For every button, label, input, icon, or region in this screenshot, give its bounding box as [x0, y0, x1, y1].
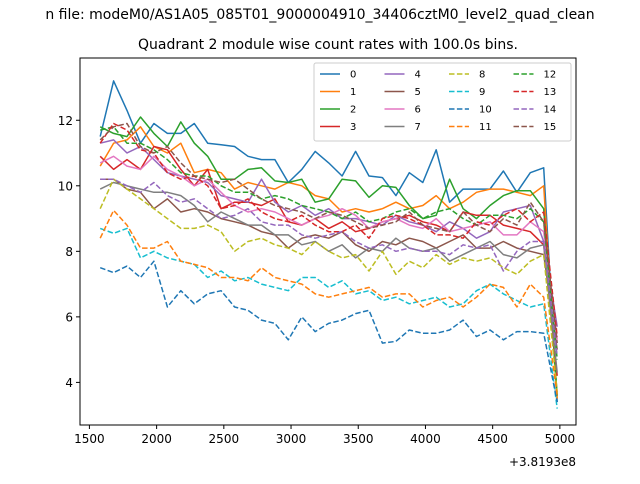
y-tick-label: 12 — [58, 114, 73, 128]
legend-box — [313, 62, 572, 142]
legend-label-13: 13 — [544, 87, 557, 98]
series-7-line — [99, 181, 558, 373]
legend-label-2: 2 — [350, 105, 356, 116]
series-15-line — [99, 122, 558, 344]
y-tick-label: 6 — [65, 310, 73, 324]
legend-label-1: 1 — [350, 87, 356, 98]
legend-label-15: 15 — [544, 122, 557, 133]
series-0-line — [99, 80, 558, 403]
legend-label-12: 12 — [544, 70, 557, 81]
y-tick-label: 8 — [65, 245, 73, 259]
series-11-line — [99, 209, 558, 396]
legend-label-11: 11 — [479, 122, 492, 133]
series-4-line — [100, 139, 558, 327]
x-tick-label: 3500 — [343, 432, 374, 446]
series-10-line — [99, 260, 558, 403]
legend-label-7: 7 — [415, 122, 421, 133]
series-13-line — [99, 122, 558, 337]
x-tick-label: 1500 — [74, 432, 105, 446]
series-9-line — [99, 227, 558, 409]
y-tick-label: 10 — [58, 179, 73, 193]
legend-label-10: 10 — [479, 105, 492, 116]
legend-label-8: 8 — [479, 70, 485, 81]
series-3-line — [99, 145, 558, 376]
legend-label-6: 6 — [415, 105, 421, 116]
series-6-line — [99, 155, 558, 340]
x-axis-offset-text: +3.8193e8 — [509, 455, 576, 469]
legend-label-9: 9 — [479, 87, 485, 98]
figure-suptitle: n file: modeM0/AS1A05_085T01_9000004910_… — [45, 7, 594, 23]
x-tick-label: 4500 — [477, 432, 508, 446]
legend-label-14: 14 — [544, 105, 557, 116]
legend-label-4: 4 — [415, 70, 421, 81]
series-2-line — [99, 116, 558, 396]
legend-label-3: 3 — [350, 122, 356, 133]
series-12-line — [100, 126, 558, 360]
y-tick-label: 4 — [65, 376, 73, 390]
series-5-line — [100, 178, 558, 350]
series-layer — [99, 80, 558, 409]
chart-title: Quadrant 2 module wise count rates with … — [138, 37, 518, 53]
series-14-line — [100, 178, 558, 357]
x-tick-label: 2500 — [209, 432, 240, 446]
plot-frame — [79, 57, 577, 426]
legend-label-5: 5 — [415, 87, 421, 98]
x-tick-label: 3000 — [276, 432, 307, 446]
y-axis: 4 6 8 10 12 — [58, 114, 80, 390]
x-axis: 1500 2000 2500 3000 3500 4000 4500 5000 — [74, 425, 575, 446]
series-8-line — [99, 178, 558, 393]
x-tick-label: 5000 — [545, 432, 576, 446]
x-tick-label: 4000 — [410, 432, 441, 446]
x-tick-label: 2000 — [141, 432, 172, 446]
legend-label-0: 0 — [350, 70, 356, 81]
